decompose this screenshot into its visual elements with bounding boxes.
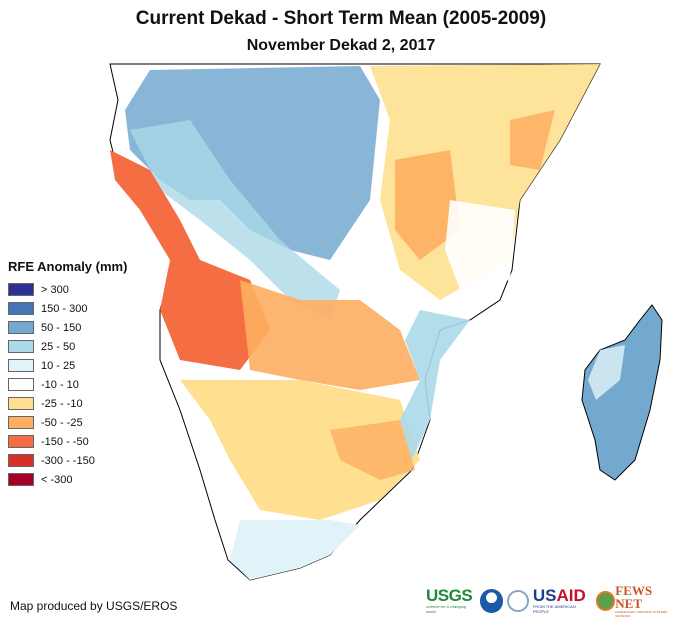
region-mozambique — [400, 310, 470, 460]
legend-label: -300 - -150 — [41, 454, 95, 467]
legend-title: RFE Anomaly (mm) — [8, 259, 128, 274]
region-angola-coast — [110, 150, 270, 370]
region-botswana — [180, 380, 420, 520]
legend-swatch — [8, 397, 34, 410]
legend-item: -10 - 10 — [8, 375, 127, 394]
legend-item: 10 - 25 — [8, 356, 127, 375]
legend-swatch — [8, 378, 34, 391]
usaid-seal-icon — [507, 590, 529, 612]
legend-label: -10 - 10 — [41, 378, 79, 391]
legend-label: 10 - 25 — [41, 359, 76, 372]
region-congo-light — [130, 120, 340, 320]
legend-item: -50 - -25 — [8, 413, 127, 432]
region-tanzania-east — [445, 200, 515, 290]
legend-swatch — [8, 473, 34, 486]
legend-label: < -300 — [41, 473, 73, 486]
region-south-africa-south — [230, 520, 360, 580]
region-congo-basin — [125, 66, 380, 260]
legend-swatch — [8, 359, 34, 372]
map-title: Current Dekad - Short Term Mean (2005-20… — [135, 8, 547, 29]
legend-swatch — [8, 416, 34, 429]
legend-label: -50 - -25 — [41, 416, 83, 429]
globe-icon — [595, 591, 616, 611]
region-tanzania-west — [395, 150, 460, 260]
legend-label: 25 - 50 — [41, 340, 76, 353]
fews-net-logo: FEWS NET FAMINE EARLY WARNING SYSTEMS NE… — [595, 584, 682, 618]
legend-swatch — [8, 340, 34, 353]
partner-logos: USGS science for a changing world USAID … — [426, 584, 682, 618]
legend-item: -300 - -150 — [8, 451, 127, 470]
noaa-logo-icon — [479, 589, 504, 613]
legend-item: -150 - -50 — [8, 432, 127, 451]
legend-item: 25 - 50 — [8, 337, 127, 356]
legend: RFE Anomaly (mm) > 300 150 - 300 50 - 150 2… — [8, 259, 127, 489]
legend-label: -25 - -10 — [41, 397, 83, 410]
region-zambia — [240, 280, 420, 390]
legend-item: -25 - -10 — [8, 394, 127, 413]
legend-swatch — [8, 283, 34, 296]
madagascar — [581, 304, 663, 481]
legend-swatch — [8, 435, 34, 448]
legend-item: > 300 — [8, 280, 127, 299]
madagascar-light — [588, 345, 625, 400]
legend-label: > 300 — [41, 283, 69, 296]
legend-label: 50 - 150 — [41, 321, 82, 334]
legend-swatch — [8, 321, 34, 334]
legend-swatch — [8, 302, 34, 315]
region-south-africa-orange — [330, 420, 415, 480]
legend-item: 150 - 300 — [8, 299, 127, 318]
legend-item: < -300 — [8, 470, 127, 489]
legend-label: 150 - 300 — [41, 302, 88, 315]
usaid-logo: USAID FROM THE AMERICAN PEOPLE — [532, 586, 586, 614]
legend-swatch — [8, 454, 34, 467]
legend-label: -150 - -50 — [41, 435, 89, 448]
map-subtitle: November Dekad 2, 2017 — [246, 37, 436, 54]
legend-item: 50 - 150 — [8, 318, 127, 337]
map-credit: Map produced by USGS/EROS — [10, 599, 178, 613]
region-kenya-east — [510, 110, 555, 170]
usgs-logo: USGS science for a changing world — [426, 586, 473, 614]
